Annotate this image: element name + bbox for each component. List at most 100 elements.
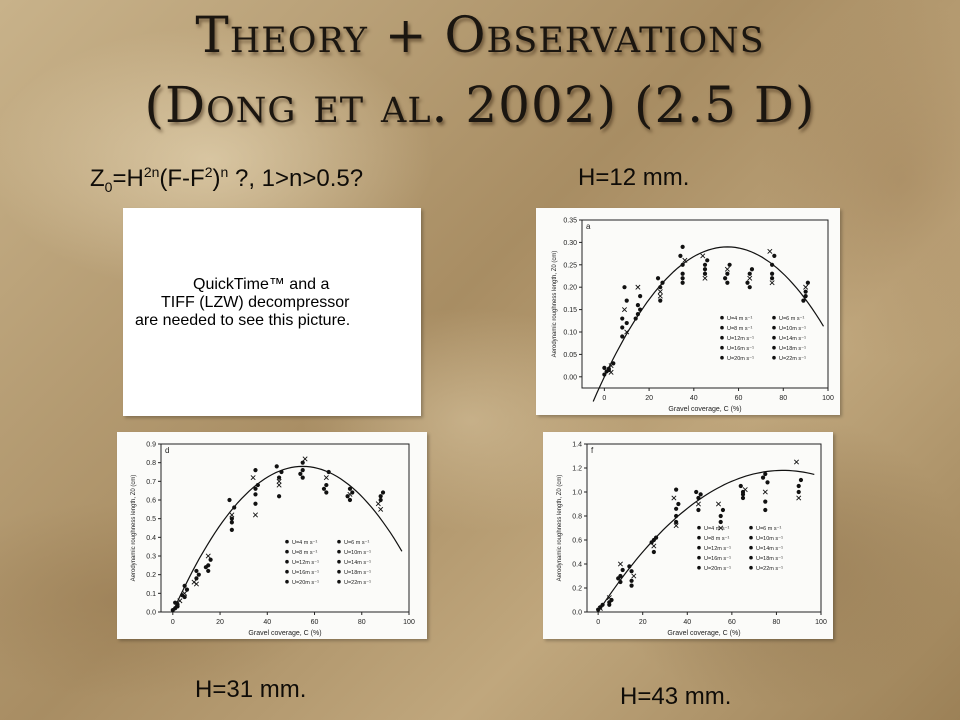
legend-entry: U=16m s⁻¹ — [292, 570, 319, 576]
legend-marker — [749, 535, 753, 540]
legend-marker — [285, 569, 289, 574]
label-h43: H=43 mm. — [620, 683, 732, 710]
data-point — [694, 489, 699, 495]
formula-z-subscript: 0 — [104, 178, 113, 195]
legend-entry: U=10m s⁻¹ — [344, 550, 371, 556]
legend-entry: U=6 m s⁻¹ — [779, 316, 805, 322]
data-point — [680, 276, 685, 281]
data-point — [725, 271, 730, 276]
slide-title-line-2: (Dong et al. 2002) (2.5 D) — [144, 76, 816, 134]
data-point — [347, 497, 353, 503]
y-tick-label: 0.3 — [146, 554, 156, 561]
y-tick-label: 1.4 — [572, 442, 582, 449]
legend-entry: U=12m s⁻¹ — [292, 560, 319, 566]
data-point — [276, 494, 282, 499]
data-point — [715, 501, 722, 507]
legend-entry: U=18m s⁻¹ — [779, 346, 806, 352]
data-point — [676, 501, 681, 507]
data-point — [655, 276, 661, 281]
y-axis-label: Aerodynamic roughness length, Z0 (cm) — [552, 251, 558, 358]
data-point — [718, 513, 723, 519]
y-tick-label: 0.20 — [563, 285, 577, 292]
y-tick-label: 0.05 — [563, 352, 577, 359]
data-point — [720, 507, 726, 513]
fit-curve — [597, 469, 815, 613]
y-tick-label: 0.2 — [572, 586, 582, 593]
data-point — [229, 527, 234, 532]
y-tick-label: 0.0 — [572, 610, 582, 617]
data-point — [624, 298, 629, 303]
data-point — [796, 483, 801, 489]
data-point — [194, 568, 199, 574]
data-point — [763, 471, 768, 477]
legend-entry: U=12m s⁻¹ — [727, 336, 754, 342]
data-point — [620, 325, 625, 330]
legend-entry: U=8 m s⁻¹ — [292, 550, 318, 556]
legend-marker — [285, 559, 289, 564]
legend-entry: U=10m s⁻¹ — [779, 326, 806, 332]
chart-a: a 0 20 40 60 80 100 0.00 0.05 0.10 0.15 0.20 0.25 0.3… — [552, 218, 834, 414]
legend-entry: U=4 m s⁻¹ — [727, 316, 753, 322]
legend-marker — [772, 355, 776, 360]
data-point — [725, 280, 730, 285]
legend-entry: U=10m s⁻¹ — [756, 536, 783, 542]
data-point — [229, 516, 234, 521]
legend-entry: U=6 m s⁻¹ — [756, 526, 782, 532]
data-point — [206, 568, 211, 574]
fit-curve — [592, 246, 825, 402]
y-tick-label: 0.7 — [146, 479, 156, 486]
data-point — [624, 320, 629, 326]
legend-marker — [285, 549, 289, 554]
data-point — [724, 266, 730, 272]
panel-letter: f — [591, 446, 594, 455]
chart-panel-a: a 0 20 40 60 80 100 0.00 0.05 0.10 0.15 0.20 0.25 0.3… — [536, 208, 840, 415]
data-point — [680, 271, 685, 276]
label-h12: H=12 mm. — [578, 164, 690, 191]
data-point — [191, 579, 197, 585]
legend-entry: U=14m s⁻¹ — [756, 546, 783, 552]
x-tick-label: 80 — [358, 619, 366, 626]
data-point — [674, 519, 679, 525]
data-point — [745, 280, 750, 285]
legend-entry: U=20m s⁻¹ — [292, 580, 319, 586]
data-point — [696, 507, 701, 513]
data-point — [805, 280, 810, 285]
data-point — [674, 506, 679, 511]
legend-marker — [697, 525, 701, 530]
data-point — [621, 307, 628, 313]
data-point — [793, 459, 800, 465]
data-point — [796, 489, 801, 495]
legend-marker — [720, 355, 724, 360]
data-point — [606, 595, 612, 601]
data-point — [602, 365, 607, 370]
data-point — [253, 486, 258, 491]
y-tick-label: 1.0 — [572, 490, 582, 497]
legend-entry: U=22m s⁻¹ — [344, 580, 371, 586]
data-point — [274, 464, 279, 469]
legend-marker — [697, 565, 701, 570]
legend-marker — [749, 525, 753, 530]
data-point — [705, 258, 710, 263]
formula-h: =H — [112, 165, 144, 192]
data-point — [718, 519, 723, 525]
chart-f: f 0 20 40 60 80 100 0.0 0.2 0.4 0.6 0.8 1.0 1.2 1.4 Gra… — [557, 442, 827, 638]
quicktime-placeholder: QuickTime™ and a TIFF (LZW) decompressor… — [123, 208, 421, 416]
data-point — [298, 471, 303, 476]
data-point — [350, 490, 355, 495]
data-point — [651, 543, 657, 549]
data-point — [695, 501, 701, 507]
data-point — [796, 495, 802, 501]
data-point — [347, 486, 353, 491]
data-point — [772, 253, 777, 258]
slide-title-line-1: Theory + Observations — [195, 6, 765, 64]
formula-h-exponent: 2n — [143, 164, 160, 180]
y-tick-label: 0.10 — [563, 330, 577, 337]
data-point — [702, 262, 708, 267]
data-point — [718, 525, 724, 531]
legend-entry: U=4 m s⁻¹ — [292, 540, 318, 546]
x-axis-label: Gravel coverage, C (%) — [248, 630, 321, 637]
legend-marker — [337, 569, 341, 574]
chart-d: d 0 20 40 60 80 100 0.0 0.1 0.2 0.3 0.4 0.5 0.6 0.7 0.8… — [131, 442, 415, 638]
data-point — [276, 478, 282, 484]
data-point — [762, 489, 768, 495]
